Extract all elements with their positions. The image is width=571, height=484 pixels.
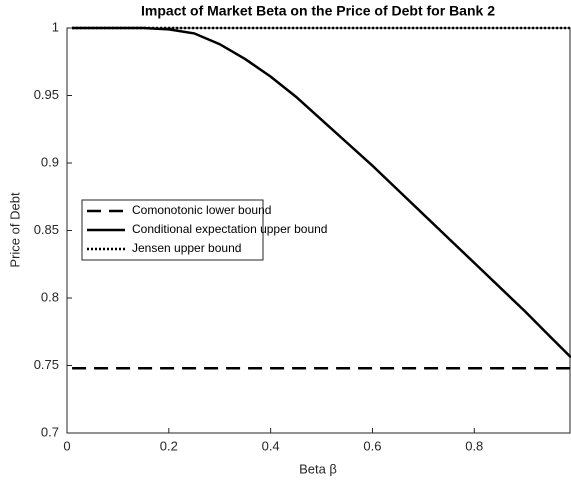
y-tick-label: 0.75 [34, 357, 59, 372]
series-line [72, 26, 571, 359]
x-tick-label: 0.6 [363, 438, 381, 453]
chart-title: Impact of Market Beta on the Price of De… [141, 3, 495, 19]
x-tick-label: 0.2 [160, 438, 178, 453]
legend-label: Jensen upper bound [132, 241, 241, 255]
y-axis-label: Price of Debt [7, 192, 22, 268]
legend-label: Comonotonic lower bound [132, 203, 271, 217]
y-tick-label: 1 [52, 19, 59, 34]
y-tick-label: 0.9 [41, 154, 59, 169]
x-tick-label: 0.8 [465, 438, 483, 453]
y-tick-label: 0.85 [34, 222, 59, 237]
legend: Comonotonic lower bound Conditional expec… [81, 199, 327, 261]
x-tick-label: 0.4 [262, 438, 280, 453]
y-tick-label: 0.8 [41, 289, 59, 304]
y-tick-label: 0.7 [41, 424, 59, 439]
legend-label: Conditional expectation upper bound [132, 222, 327, 236]
x-tick-label: 0 [63, 438, 70, 453]
x-axis-label: Beta β [299, 461, 337, 476]
y-tick-label: 0.95 [34, 87, 59, 102]
